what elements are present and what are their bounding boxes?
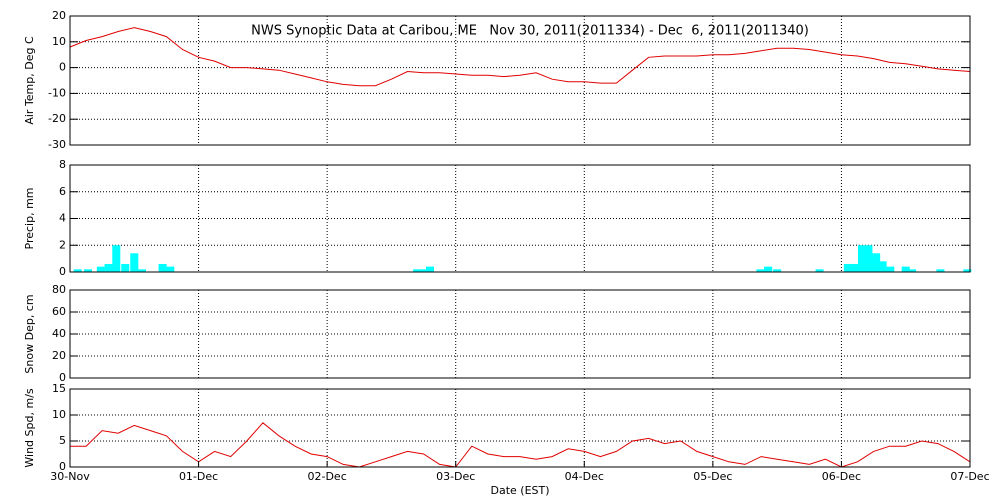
bar: [963, 269, 972, 272]
x-tick-label: 05-Dec: [693, 470, 732, 483]
plot-frame: [69, 289, 971, 379]
x-tick-label: 30-Nov: [50, 470, 90, 483]
bar: [773, 269, 782, 272]
y-tick-label: 0: [59, 265, 66, 278]
x-axis-label: Date (EST): [490, 484, 549, 497]
bar: [130, 253, 139, 272]
bar: [413, 269, 422, 272]
y-tick-label: 8: [59, 158, 66, 171]
bar: [112, 245, 121, 272]
y-tick-label: 5: [59, 434, 66, 447]
y-tick-label: 20: [52, 9, 66, 22]
y-tick-label: -10: [48, 86, 66, 99]
y-tick-label: -20: [48, 112, 66, 125]
y-axis-label: Wind Spd, m/s: [23, 388, 36, 468]
bar: [886, 266, 895, 272]
plot-frame: [69, 164, 971, 273]
y-tick-label: 0: [59, 61, 66, 74]
y-tick-label: 6: [59, 185, 66, 198]
x-tick-label: 06-Dec: [822, 470, 861, 483]
y-axis-label: Snow Dep, cm: [23, 294, 36, 373]
bar: [420, 269, 429, 272]
bar: [815, 269, 824, 272]
y-tick-label: 4: [59, 212, 66, 225]
bar: [73, 269, 82, 272]
bar: [425, 266, 435, 272]
y-tick-label: -30: [48, 138, 66, 151]
bar: [104, 263, 113, 272]
bar: [83, 269, 93, 272]
bar: [901, 266, 910, 272]
x-tick-label: 01-Dec: [179, 470, 218, 483]
x-tick-label: 03-Dec: [436, 470, 475, 483]
x-tick-label: 04-Dec: [565, 470, 604, 483]
y-tick-label: 15: [52, 382, 66, 395]
bar: [857, 245, 867, 272]
bar: [851, 263, 860, 272]
y-tick-label: 10: [52, 408, 66, 421]
y-tick-label: 80: [52, 283, 66, 296]
y-tick-label: 60: [52, 305, 66, 318]
y-tick-label: 40: [52, 327, 66, 340]
bar: [96, 266, 105, 272]
plot-frame: [69, 388, 971, 468]
x-tick-label: 02-Dec: [308, 470, 347, 483]
data-line: [70, 422, 971, 468]
x-tick-label: 07-Dec: [950, 470, 989, 483]
data-line: [69, 27, 971, 87]
y-tick-label: 10: [52, 35, 66, 48]
chart-title: NWS Synoptic Data at Caribou, ME Nov 30,…: [251, 24, 809, 39]
bar: [872, 253, 881, 272]
bar: [878, 261, 887, 272]
bar: [936, 269, 945, 272]
y-axis-label: Air Temp, Deg C: [23, 36, 36, 125]
bar: [121, 263, 130, 272]
bar: [908, 269, 917, 272]
y-tick-label: 0: [59, 460, 66, 473]
bar: [137, 269, 147, 272]
bar: [864, 245, 873, 272]
bar: [158, 263, 167, 272]
y-tick-label: 2: [59, 238, 66, 251]
y-tick-label: 0: [59, 371, 66, 384]
bar: [764, 266, 773, 272]
y-tick-label: 20: [52, 349, 66, 362]
bar: [756, 269, 765, 272]
plot-frame: [69, 15, 971, 146]
y-axis-label: Precip, mm: [23, 188, 36, 250]
bar: [166, 266, 175, 272]
bar: [843, 263, 852, 272]
